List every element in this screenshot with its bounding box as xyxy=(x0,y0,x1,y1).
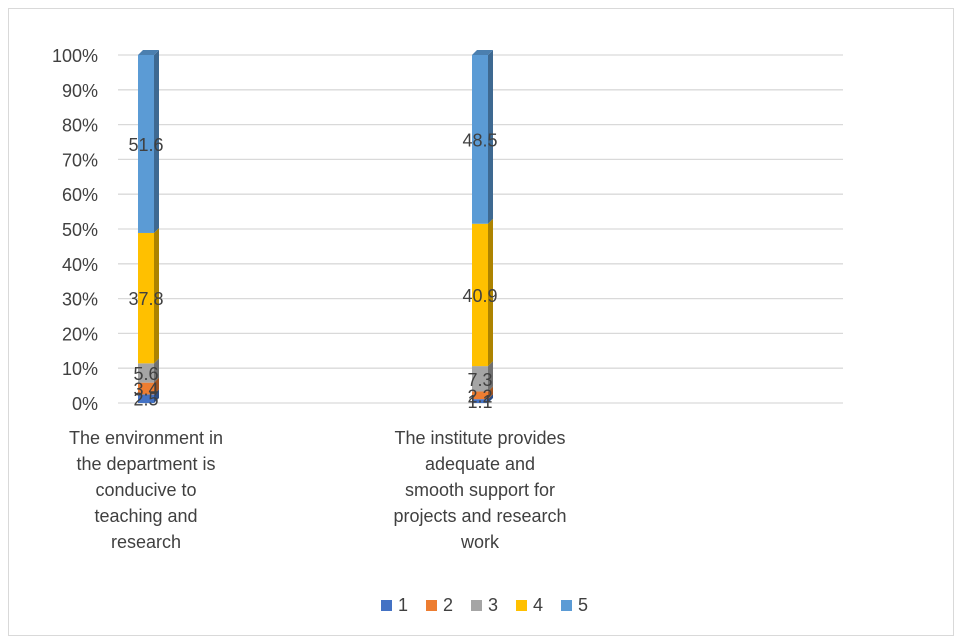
legend-swatch-1 xyxy=(381,600,392,611)
legend-swatch-2 xyxy=(426,600,437,611)
category-label-line: conducive to xyxy=(95,480,196,500)
bars xyxy=(138,50,493,403)
bar-side-series-4 xyxy=(488,218,493,367)
category-label-line: smooth support for xyxy=(405,480,555,500)
category-label-line: work xyxy=(460,532,500,552)
category-label-line: teaching and xyxy=(94,506,197,526)
bar-top-face xyxy=(138,50,159,55)
category-label-line: research xyxy=(111,532,181,552)
bar-side-series-5 xyxy=(488,50,493,224)
y-tick-label: 70% xyxy=(62,150,98,170)
bar-side-series-3 xyxy=(154,358,159,383)
bar-segment-series-3 xyxy=(138,363,154,383)
data-label-series-3: 5.6 xyxy=(133,364,158,384)
bar-segment-series-5 xyxy=(138,55,154,233)
y-tick-label: 80% xyxy=(62,116,98,136)
bar-side-series-2 xyxy=(488,386,493,400)
legend: 1 2 3 4 5 xyxy=(381,595,588,615)
bar-segment-series-1 xyxy=(138,394,154,403)
data-label-series-5: 51.6 xyxy=(128,135,163,155)
bar-segment-series-3 xyxy=(472,366,488,392)
legend-swatch-3 xyxy=(471,600,482,611)
y-axis-tick-labels: 0% 10% 20% 30% 40% 50% 60% 70% 80% 90% 100% xyxy=(52,46,98,414)
legend-label-4: 4 xyxy=(533,595,543,615)
y-tick-label: 60% xyxy=(62,185,98,205)
legend-swatch-4 xyxy=(516,600,527,611)
bar-segment-series-1 xyxy=(472,399,488,403)
bar-side-series-4 xyxy=(154,227,159,364)
legend-swatch-5 xyxy=(561,600,572,611)
bar-segment-series-4 xyxy=(138,232,154,364)
legend-label-1: 1 xyxy=(398,595,408,615)
legend-label-2: 2 xyxy=(443,595,453,615)
legend-label-5: 5 xyxy=(578,595,588,615)
y-tick-label: 20% xyxy=(62,324,98,344)
data-label-series-5: 48.5 xyxy=(462,130,497,150)
category-label-line: The institute provides xyxy=(394,428,565,448)
bar-side-series-2 xyxy=(154,377,159,395)
y-tick-label: 0% xyxy=(72,394,98,414)
bar-side-series-1 xyxy=(154,389,159,403)
data-label-series-4: 37.8 xyxy=(128,289,163,309)
category-label-line: the department is xyxy=(76,454,215,474)
bar-segment-series-2 xyxy=(472,391,488,400)
bar-segment-series-5 xyxy=(472,55,488,224)
legend-label-3: 3 xyxy=(488,595,498,615)
bar-side-series-3 xyxy=(488,361,493,392)
data-label-series-1: 2.5 xyxy=(133,390,158,410)
bar-segment-series-4 xyxy=(472,223,488,367)
bar-side-series-5 xyxy=(154,50,159,233)
category-label-line: projects and research xyxy=(393,506,566,526)
y-tick-label: 90% xyxy=(62,81,98,101)
y-tick-label: 50% xyxy=(62,220,98,240)
y-tick-label: 40% xyxy=(62,255,98,275)
category-label: The institute provides adequate and smooth… xyxy=(393,428,566,552)
category-labels: The environment in the department is condu… xyxy=(69,428,567,552)
data-label-series-1: 1.1 xyxy=(467,392,492,412)
y-tick-label: 100% xyxy=(52,46,98,66)
y-tick-label: 30% xyxy=(62,290,98,310)
category-label-line: The environment in xyxy=(69,428,223,448)
data-label-series-4: 40.9 xyxy=(462,286,497,306)
data-labels: 2.53.45.6 37.8 51.6 1.12.27.3 40.9 48.5 xyxy=(128,130,497,412)
data-label-series-2: 2.2 xyxy=(467,386,492,406)
category-label-line: adequate and xyxy=(425,454,535,474)
bar-segment-series-2 xyxy=(138,382,154,395)
bar-side-series-1 xyxy=(488,394,493,403)
category-label: The environment in the department is condu… xyxy=(69,428,223,552)
bar-top-face xyxy=(472,50,493,55)
y-tick-label: 10% xyxy=(62,359,98,379)
data-label-series-2: 3.4 xyxy=(133,380,158,400)
data-label-series-3: 7.3 xyxy=(467,370,492,390)
